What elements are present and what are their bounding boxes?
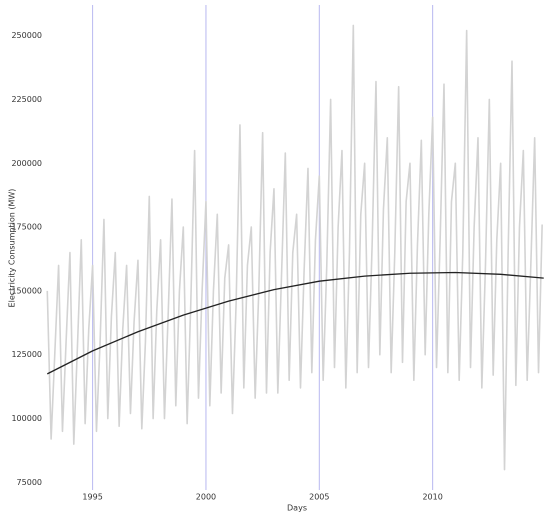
data-line [46,24,543,471]
y-tick-label: 175000 [11,223,42,232]
x-axis-label: Days [287,504,307,513]
y-tick-label: 125000 [11,350,42,359]
y-axis-label: Electricity Consumption (MW) [8,189,17,308]
y-tick-label: 225000 [11,95,42,104]
x-tick-label: 2000 [196,493,216,502]
trend-line [46,271,544,375]
y-tick-label: 75000 [17,478,42,487]
y-tick-label: 200000 [11,159,42,168]
y-tick-label: 250000 [11,31,42,40]
y-tick-label: 100000 [11,414,42,423]
y-tick-label: 150000 [11,286,42,295]
x-tick-label: 2010 [422,493,442,502]
x-tick-label: 1995 [82,493,102,502]
x-tick-label: 2005 [309,493,329,502]
